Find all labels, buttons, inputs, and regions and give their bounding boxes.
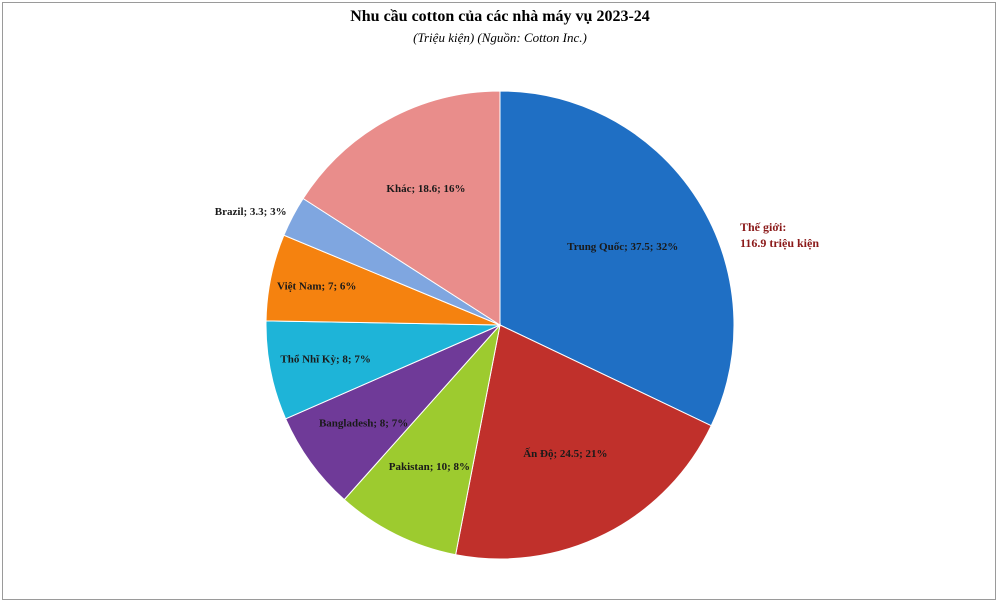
slice-label-4: Thổ Nhĩ Kỳ; 8; 7% <box>280 353 370 365</box>
slice-label-2: Pakistan; 10; 8% <box>389 461 470 473</box>
annotation-line-2: 116.9 triệu kiện <box>740 236 820 250</box>
slice-label-7: Khác; 18.6; 16% <box>386 183 465 195</box>
slice-label-0: Trung Quốc; 37.5; 32% <box>567 241 678 253</box>
pie-slice-1 <box>455 324 712 560</box>
chart-title: Nhu cầu cotton của các nhà máy vụ 2023-2… <box>350 8 650 25</box>
world-total-annotation: Thế giới: 116.9 triệu kiện <box>740 219 819 251</box>
pie-slice-2 <box>343 323 501 556</box>
annotation-line-1: Thế giới: <box>740 220 787 234</box>
slice-label-3: Bangladesh; 8; 7% <box>319 417 408 429</box>
slice-label-5: Việt Nam; 7; 6% <box>277 280 356 292</box>
pie-slice-0 <box>499 90 735 427</box>
pie-slice-7 <box>302 90 501 326</box>
slice-label-6: Brazil; 3.3; 3% <box>215 206 287 218</box>
slice-label-1: Ấn Độ; 24.5; 21% <box>523 447 607 460</box>
chart-subtitle: (Triệu kiện) (Nguồn: Cotton Inc.) <box>413 30 587 45</box>
